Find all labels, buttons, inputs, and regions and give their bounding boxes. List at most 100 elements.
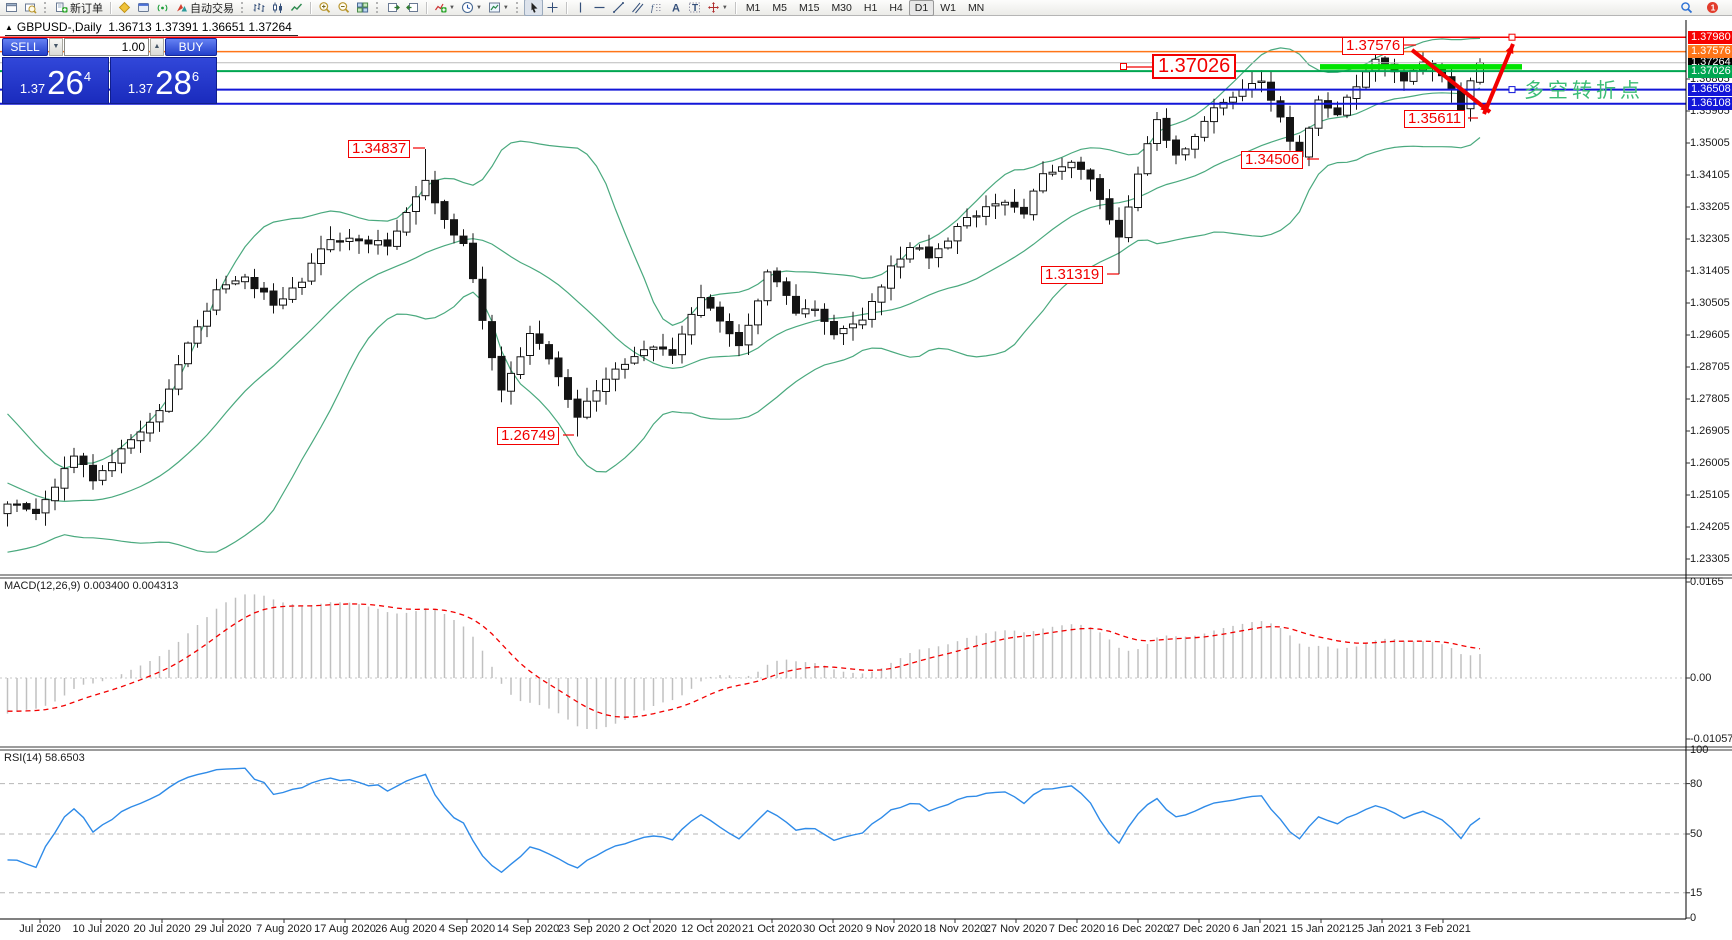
sell-price-panel[interactable]: 1.37 26 4: [2, 57, 109, 104]
periods-button[interactable]: ▼: [458, 0, 485, 16]
rsi-value: 58.6503: [44, 752, 85, 764]
toolbar-separator: [565, 1, 567, 14]
tile-windows-icon[interactable]: [353, 0, 372, 16]
macd-main-value: 0.003400: [83, 580, 130, 592]
chart-window-icon: [6, 3, 17, 12]
toolbar-separator: [426, 1, 427, 14]
timeframe-mn[interactable]: MN: [967, 1, 985, 14]
candlestick-icon[interactable]: [268, 0, 287, 16]
zoom-out-icon[interactable]: [334, 0, 353, 16]
timeframe-m30[interactable]: M30: [831, 1, 852, 14]
auto-scroll-icon: [388, 3, 400, 12]
fibonacci-button: f: [651, 3, 662, 13]
notifications-badge: 1: [1707, 2, 1718, 13]
symbol-period: GBPUSD-,Daily: [16, 20, 102, 34]
svg-text:1: 1: [1711, 2, 1716, 12]
metaeditor-icon: [118, 1, 131, 14]
indicators-button[interactable]: ▼: [431, 0, 458, 16]
algo-trading-button[interactable]: 自动交易: [172, 0, 237, 16]
templates-button[interactable]: ▼: [485, 0, 512, 16]
channel-button[interactable]: [628, 0, 647, 16]
sell-button[interactable]: SELL: [2, 38, 48, 56]
toolbar-separator: [734, 1, 736, 14]
buy-button[interactable]: BUY: [165, 38, 217, 56]
buy-price-pip: 6: [191, 69, 200, 84]
toolbar: 新订单 自动交易 ▼ ▼ ▼ f A T ▼ M1 M5 M15 M30 H1 H4 D1 W1 MN 1: [0, 0, 1732, 16]
auto-scroll-icon[interactable]: [384, 0, 403, 16]
hline-button: [594, 6, 605, 9]
cursor-button: [531, 2, 538, 13]
price-scale[interactable]: [1687, 16, 1732, 919]
signals-icon[interactable]: [153, 0, 172, 16]
timeframe-m5[interactable]: M5: [772, 1, 787, 14]
data-window-icon[interactable]: [21, 0, 40, 16]
sell-price-big: 26: [47, 64, 84, 101]
terminal-icon[interactable]: [134, 0, 153, 16]
chevron-down-icon[interactable]: ▼: [502, 4, 509, 11]
sell-price-pip: 4: [83, 69, 92, 84]
timeframe-h4[interactable]: H4: [889, 1, 903, 14]
time-scale[interactable]: [0, 920, 1686, 940]
svg-text:f: f: [651, 3, 655, 13]
text-button: A: [672, 3, 680, 15]
line-chart-icon[interactable]: [287, 0, 306, 16]
crosshair-button[interactable]: [543, 0, 562, 16]
zoom-in-icon[interactable]: [315, 0, 334, 16]
cursor-button[interactable]: [523, 0, 543, 16]
toolbar-separator: [241, 2, 245, 13]
timeframe-w1[interactable]: W1: [940, 1, 956, 14]
timeframe-m1[interactable]: M1: [745, 1, 761, 14]
zoom-in-icon: [319, 2, 331, 13]
vline-button[interactable]: [571, 0, 590, 16]
timeframe-h1[interactable]: H1: [863, 1, 878, 14]
arrows-button[interactable]: ▼: [704, 0, 731, 16]
hline-button[interactable]: [590, 0, 609, 16]
line-chart-icon: [290, 3, 303, 11]
metaeditor-icon[interactable]: [115, 0, 134, 16]
trendline-button[interactable]: [609, 0, 628, 16]
new-order-button[interactable]: 新订单: [52, 0, 106, 16]
signals-icon: [157, 4, 168, 12]
new-order-button: [56, 2, 68, 13]
algo-trading-button-label: 自动交易: [190, 2, 234, 15]
algo-trading-button: [177, 4, 187, 12]
buy-price-base: 1.37: [127, 81, 154, 96]
buy-price-panel[interactable]: 1.37 28 6: [110, 57, 217, 104]
data-window-icon: [25, 3, 37, 14]
text-button[interactable]: A: [666, 0, 685, 16]
volume-decrease-button[interactable]: ▼: [49, 38, 63, 56]
chevron-down-icon[interactable]: ▼: [475, 4, 482, 11]
collapse-icon[interactable]: ▲: [5, 23, 13, 32]
templates-button: [488, 2, 500, 13]
bar-chart-icon: [253, 3, 265, 12]
search-icon[interactable]: [1677, 0, 1696, 16]
chevron-down-icon[interactable]: ▼: [721, 4, 728, 11]
terminal-icon: [138, 3, 149, 12]
search-icon: [1681, 2, 1693, 14]
channel-button: [631, 2, 644, 14]
timeframe-d1[interactable]: D1: [908, 0, 935, 16]
volume-increase-button[interactable]: ▲: [150, 38, 164, 56]
vline-button: [579, 2, 581, 13]
chart-title: ▲ GBPUSD-,Daily 1.36713 1.37391 1.36651 1…: [5, 20, 298, 36]
notifications-badge[interactable]: 1: [1703, 0, 1722, 16]
tile-windows-icon: [357, 2, 369, 13]
toolbar-separator: [515, 2, 520, 13]
buy-price-big: 28: [155, 64, 192, 101]
trendline-button: [612, 2, 624, 13]
chevron-down-icon[interactable]: ▼: [449, 4, 455, 11]
toolbar-separator: [310, 1, 311, 14]
volume-input[interactable]: [64, 38, 149, 56]
label-button[interactable]: T: [685, 0, 704, 16]
candlestick-icon: [273, 2, 282, 13]
timeframe-m15[interactable]: M15: [799, 1, 820, 14]
fibonacci-button[interactable]: f: [647, 0, 666, 16]
chart-window-icon[interactable]: [2, 0, 21, 16]
chart-shift-icon[interactable]: [403, 0, 422, 16]
macd-signal-value: 0.004313: [132, 580, 179, 592]
new-order-button-label: 新订单: [70, 2, 103, 15]
bar-chart-icon[interactable]: [249, 0, 268, 16]
toolbar-separator: [44, 2, 48, 13]
